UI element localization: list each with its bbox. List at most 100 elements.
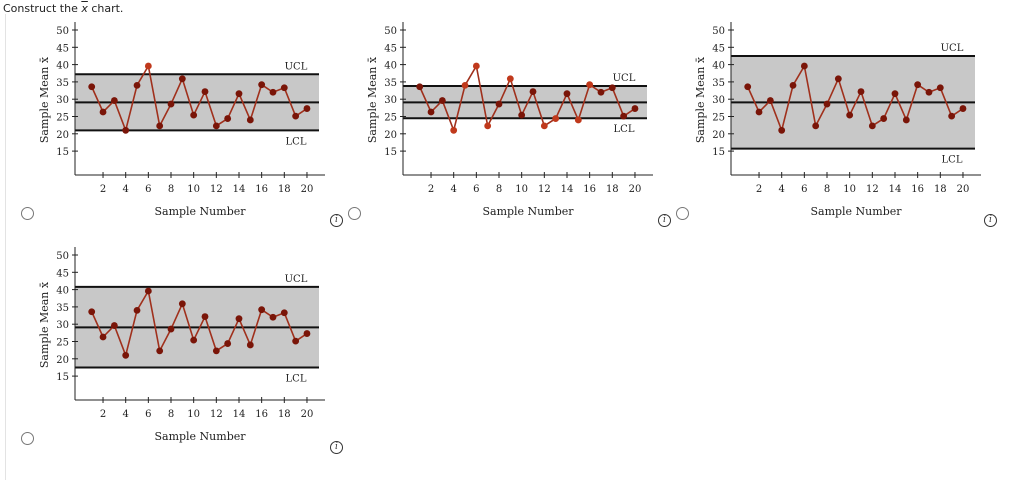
data-point (122, 126, 130, 134)
data-point (133, 306, 141, 314)
x-tick-label: 12 (538, 184, 551, 195)
data-point (246, 341, 254, 349)
y-tick-label: 35 (56, 303, 69, 314)
data-point (235, 90, 243, 98)
data-point (427, 108, 435, 116)
x-axis-label: Sample Number (482, 205, 574, 218)
ucl-label: UCL (613, 73, 636, 84)
radio-option-1[interactable] (21, 207, 34, 220)
radio-option-3[interactable] (676, 207, 689, 220)
data-point (744, 83, 752, 91)
x-tick-label: 12 (210, 184, 223, 195)
x-tick-label: 8 (496, 184, 502, 195)
y-tick-label: 20 (56, 355, 69, 366)
data-point (167, 325, 175, 333)
data-point (144, 62, 152, 70)
y-tick-label: 25 (56, 113, 69, 124)
x-tick-label: 18 (934, 184, 947, 195)
y-tick-label: 45 (56, 268, 69, 279)
info-icon[interactable]: i (330, 441, 343, 454)
ucl-label: UCL (941, 43, 964, 54)
x-tick-label: 10 (843, 184, 856, 195)
x-tick-label: 20 (957, 184, 970, 195)
data-point (778, 126, 786, 134)
y-tick-label: 40 (56, 286, 69, 297)
x-tick-label: 20 (301, 184, 314, 195)
data-point (258, 81, 266, 89)
data-point (823, 100, 831, 108)
x-tick-label: 16 (255, 409, 268, 420)
y-tick-label: 20 (56, 130, 69, 141)
data-point (167, 100, 175, 108)
lcl-label: LCL (614, 124, 635, 135)
data-point (280, 84, 288, 92)
y-tick-label: 30 (56, 95, 69, 106)
data-point (608, 84, 616, 92)
data-point (620, 112, 628, 120)
y-tick-label: 20 (384, 130, 397, 141)
data-point (597, 88, 605, 96)
data-point (834, 75, 842, 83)
y-tick-label: 30 (384, 95, 397, 106)
info-icon[interactable]: i (658, 214, 671, 227)
info-icon[interactable]: i (330, 214, 343, 227)
data-point (880, 115, 888, 122)
xbar-chart-option-1: 15 20 25 30 35 40 45 50 2 4 6 8 10 12 14 16 18 20 UCL LCL Sa… (38, 22, 325, 218)
xbar-chart-option-2: 15 20 25 30 35 40 45 50 2 4 6 8 10 12 14 16 18 20 UCL LCL Sa… (366, 22, 653, 218)
y-axis-label: Sample Mean x̄ (38, 56, 51, 143)
data-point (292, 112, 300, 120)
y-tick-label: 15 (712, 147, 725, 158)
x-tick-label: 4 (451, 184, 457, 195)
x-tick-label: 18 (278, 184, 291, 195)
x-tick-label: 4 (779, 184, 785, 195)
x-tick-label: 10 (187, 184, 200, 195)
xbar-chart-option-3: 15 20 25 30 35 40 45 50 2 4 6 8 10 12 14 16 18 20 UCL LCL Sa… (694, 22, 981, 218)
data-point (212, 347, 220, 355)
data-point (122, 351, 130, 359)
x-tick-label: 4 (123, 409, 129, 420)
x-tick-label: 2 (100, 409, 106, 420)
y-tick-label: 15 (384, 147, 397, 158)
y-tick-label: 40 (56, 61, 69, 72)
data-point (563, 90, 571, 98)
x-axis-label: Sample Number (810, 205, 902, 218)
info-icon[interactable]: i (984, 214, 997, 227)
lcl-label: LCL (286, 373, 307, 384)
y-tick-label: 40 (384, 61, 397, 72)
data-point (948, 112, 956, 120)
x-tick-label: 8 (168, 184, 174, 195)
y-axis-label: Sample Mean x̄ (694, 56, 707, 143)
data-point (201, 313, 209, 320)
x-tick-label: 12 (866, 184, 879, 195)
data-point (110, 97, 118, 104)
x-tick-label: 20 (301, 409, 314, 420)
data-point (280, 309, 288, 317)
y-axis-label: Sample Mean x̄ (366, 56, 379, 143)
data-point (800, 62, 808, 70)
radio-option-2[interactable] (348, 207, 361, 220)
y-tick-label: 20 (712, 130, 725, 141)
radio-option-4[interactable] (21, 432, 34, 445)
data-point (472, 62, 480, 70)
data-point (891, 90, 899, 98)
data-point (902, 116, 910, 124)
data-point (246, 116, 254, 124)
data-point (540, 122, 548, 130)
x-tick-label: 14 (233, 184, 246, 195)
y-tick-label: 30 (712, 95, 725, 106)
x-tick-label: 6 (801, 184, 807, 195)
y-tick-label: 50 (56, 26, 69, 37)
data-point (438, 97, 446, 104)
data-point (766, 97, 774, 104)
y-tick-label: 50 (712, 26, 725, 37)
data-point (868, 122, 876, 130)
data-point (156, 347, 164, 355)
data-point (292, 337, 300, 345)
x-tick-label: 8 (168, 409, 174, 420)
y-tick-label: 50 (56, 251, 69, 262)
data-point (461, 81, 469, 89)
data-point (631, 105, 639, 112)
x-tick-label: 18 (278, 409, 291, 420)
x-tick-label: 16 (255, 184, 268, 195)
y-tick-label: 25 (384, 113, 397, 124)
